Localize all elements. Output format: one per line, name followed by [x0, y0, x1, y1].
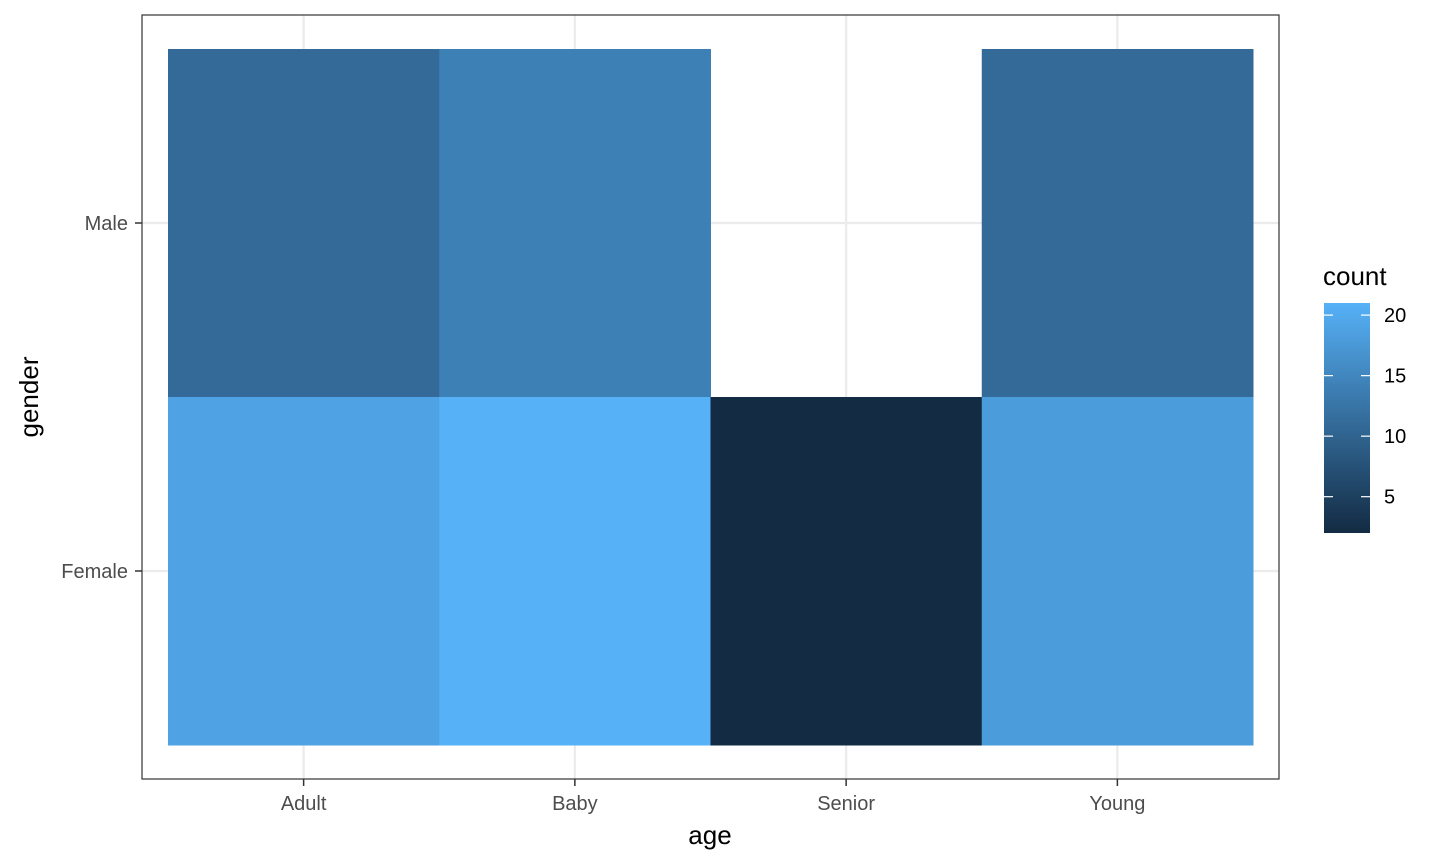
y-axis-title: gender	[14, 356, 44, 437]
heatmap-cell-adult-female	[168, 397, 440, 746]
heatmap-cell-senior-female	[710, 397, 983, 746]
heatmap-cell-baby-male	[439, 49, 711, 398]
legend-tick-label: 20	[1384, 305, 1406, 327]
legend-tick-label: 5	[1384, 487, 1395, 509]
y-tick-label: Female	[61, 561, 128, 583]
x-tick-label: Baby	[552, 793, 598, 815]
legend-ticks: 5 10 15 20	[1324, 305, 1406, 509]
x-axis-title: age	[688, 820, 731, 850]
legend-tick-label: 10	[1384, 426, 1406, 448]
x-tick-label: Young	[1089, 793, 1145, 815]
panel-border	[141, 14, 1280, 780]
y-axis: Female Male	[61, 213, 142, 583]
legend-title: count	[1323, 261, 1387, 291]
heatmap-cell-adult-male	[168, 49, 440, 398]
x-tick-label: Adult	[281, 793, 327, 815]
legend-colorbar	[1324, 303, 1370, 533]
heatmap-cell-baby-female	[439, 397, 711, 746]
y-tick-label: Male	[85, 213, 128, 235]
color-legend: count 5 10 15 20	[1323, 261, 1406, 533]
legend-tick-label: 15	[1384, 366, 1406, 388]
heatmap-cell-young-male	[981, 49, 1254, 398]
x-axis: Adult Baby Senior Young	[281, 779, 1145, 815]
heatmap-cell-young-female	[981, 397, 1254, 746]
heatmap-cells	[168, 49, 1254, 746]
x-tick-label: Senior	[817, 793, 875, 815]
